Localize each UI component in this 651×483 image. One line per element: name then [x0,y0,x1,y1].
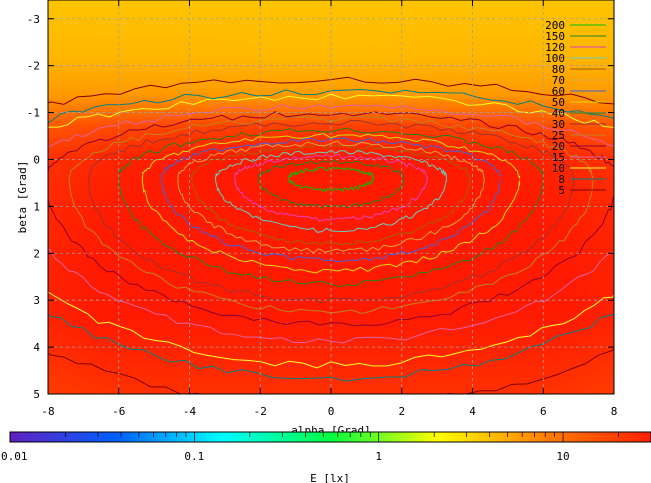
x-tick-label: -2 [254,405,267,418]
x-tick-label: 6 [540,405,547,418]
contour-line-70 [177,140,485,254]
axis-ticks: -8 -6 -4 -2 0 2 4 6 8 -3 -2 -1 0 1 2 3 4 5 [27,0,618,418]
y-tick-label: 4 [33,341,40,354]
contour-line-25 [68,115,594,315]
x-tick-label: 2 [398,405,405,418]
contour-line-60 [160,137,501,263]
x-tick-label: 4 [469,405,476,418]
contour-line-8 [48,88,614,382]
legend-label-10: 10 [552,162,565,175]
legend-label-40: 40 [552,107,565,120]
legend-label-5: 5 [558,184,565,197]
y-axis-title: beta [Grad] [16,161,29,234]
y-tick-label: -3 [27,13,40,26]
colorbar-tick-label: 10 [556,450,569,463]
plot-area: -8 -6 -4 -2 0 2 4 6 8 -3 -2 -1 0 1 2 3 4 5 20015012010080… [27,0,618,418]
contour-line-50 [141,133,521,274]
x-tick-label: 0 [328,405,335,418]
contour-line-10 [48,93,614,369]
y-tick-label: 3 [33,294,40,307]
x-tick-label: -6 [112,405,125,418]
colorbar-tick-label: 0.01 [1,450,28,463]
legend-label-200: 200 [545,19,565,32]
y-tick-label: 2 [33,247,40,260]
contour-line-40 [118,127,544,288]
colorbar: 0.01 0.1 1 10 E [lx] [1,431,651,483]
contour-line-150 [257,159,405,210]
heatmap-field-edge-shading [48,0,614,394]
contour-line-100 [214,149,448,233]
contour-line-5 [48,76,614,394]
y-tick-label: 5 [33,388,40,401]
colorbar-tick-label: 0.1 [184,450,204,463]
contour-line-20 [48,111,614,327]
legend-label-100: 100 [545,52,565,65]
grid-lines [48,0,614,394]
legend-label-150: 150 [545,30,565,43]
y-tick-label: 0 [33,153,40,166]
legend-label-70: 70 [552,74,565,87]
contour-line-120 [234,153,428,222]
legend-label-120: 120 [545,41,565,54]
colorbar-tick-label: 1 [375,450,382,463]
x-tick-label: -4 [183,405,197,418]
y-tick-label: -1 [27,107,40,120]
x-tick-label: -8 [41,405,54,418]
contour-lines [48,76,614,394]
legend-label-15: 15 [552,151,565,164]
legend-label-50: 50 [552,96,565,109]
legend-label-60: 60 [552,85,565,98]
contour-line-15 [48,103,614,344]
x-tick-label: 8 [611,405,618,418]
legend-label-8: 8 [558,173,565,186]
legend-label-30: 30 [552,118,565,131]
contour-line-30 [87,120,575,304]
y-tick-label: 1 [33,200,40,213]
colorbar-ticks: 0.01 0.1 1 10 [1,432,651,463]
legend-label-80: 80 [552,63,565,76]
legend-label-25: 25 [552,129,565,142]
contour-line-200 [287,166,374,193]
y-tick-label: -2 [27,60,40,73]
legend-label-20: 20 [552,140,565,153]
colorbar-title: E [lx] [310,472,350,483]
contour-line-80 [191,144,471,246]
